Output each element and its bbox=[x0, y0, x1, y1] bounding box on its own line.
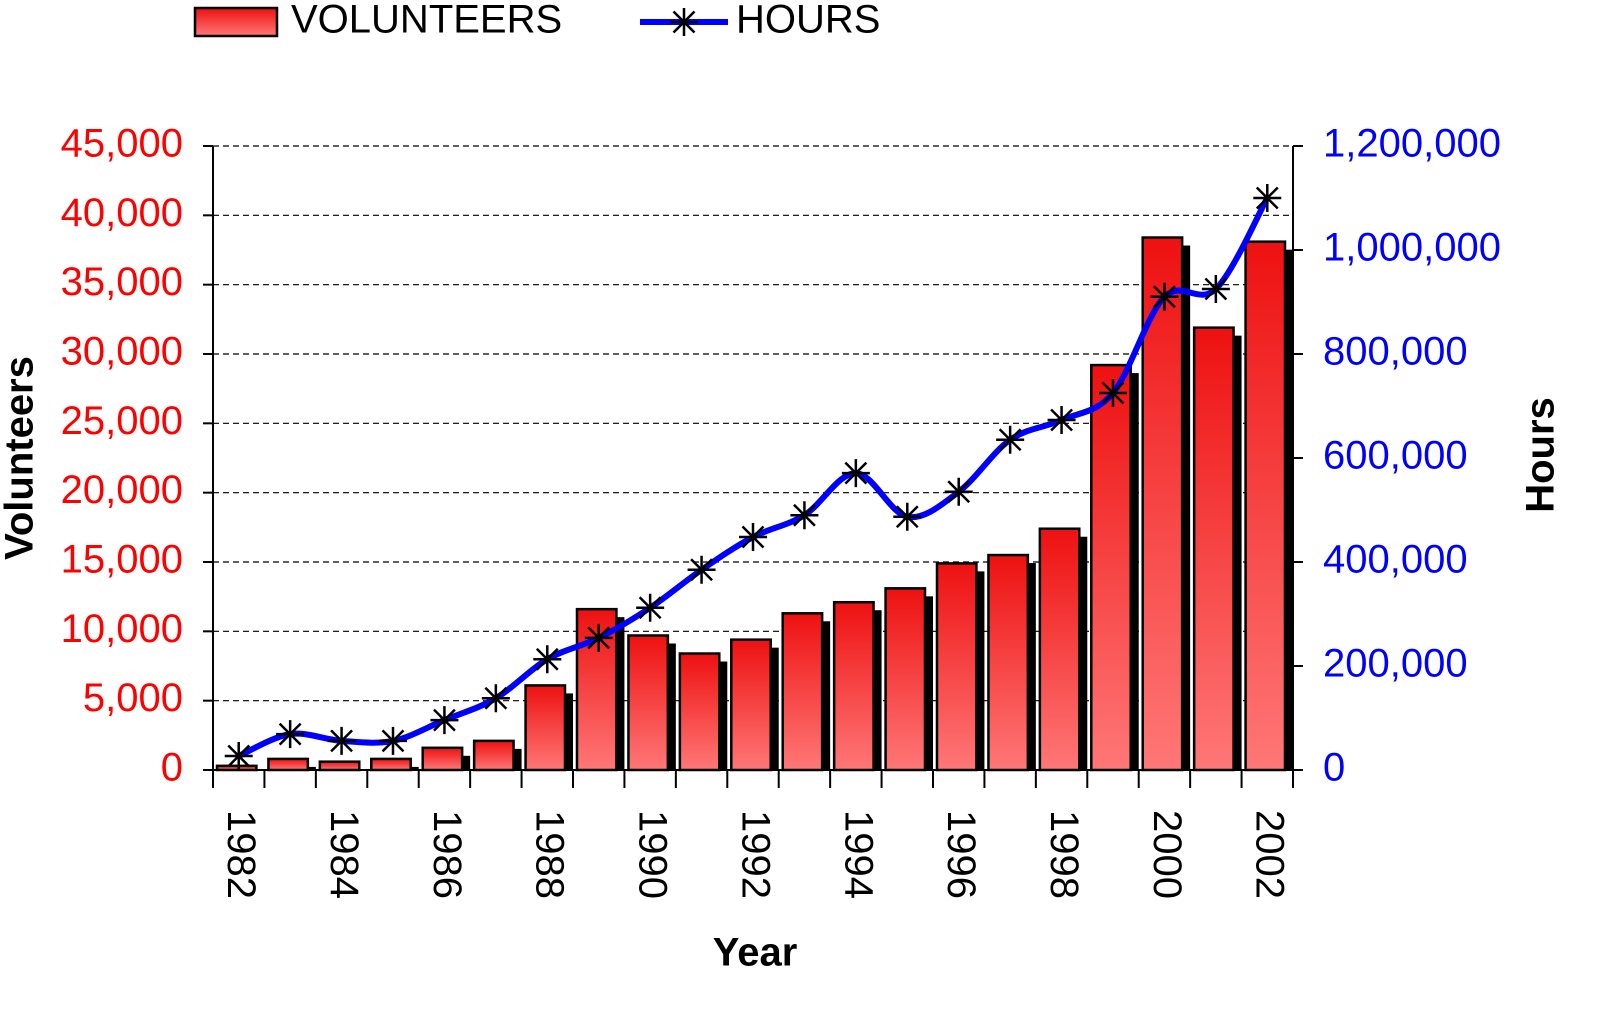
line-marker bbox=[739, 523, 767, 551]
x-tick-label: 1992 bbox=[733, 810, 777, 899]
y2-tick-label: 1,000,000 bbox=[1323, 226, 1501, 270]
line-marker bbox=[533, 645, 561, 673]
x-tick-label: 1998 bbox=[1042, 810, 1086, 899]
y2-tick-label: 600,000 bbox=[1323, 434, 1468, 478]
bar bbox=[1040, 529, 1079, 770]
bar bbox=[423, 748, 462, 770]
line-marker bbox=[225, 742, 253, 770]
x-tick-label: 2002 bbox=[1248, 810, 1292, 899]
line-marker bbox=[996, 426, 1024, 454]
y2-tick-label: 400,000 bbox=[1323, 538, 1468, 582]
line-marker bbox=[276, 720, 304, 748]
x-tick-label: 1988 bbox=[528, 810, 572, 899]
y-tick-label: 30,000 bbox=[61, 330, 183, 374]
y-tick-label: 25,000 bbox=[61, 399, 183, 443]
y2-tick-label: 1,200,000 bbox=[1323, 122, 1501, 166]
bar bbox=[1091, 365, 1130, 770]
line-marker bbox=[585, 624, 613, 652]
x-tick-label: 1982 bbox=[219, 810, 263, 899]
x-tick-label: 1984 bbox=[322, 810, 366, 899]
y2-tick-label: 800,000 bbox=[1323, 330, 1468, 374]
y-tick-label: 10,000 bbox=[61, 607, 183, 651]
bar bbox=[731, 640, 770, 770]
bar bbox=[371, 759, 410, 770]
line-marker bbox=[842, 459, 870, 487]
y-axis-title: Volunteers bbox=[0, 356, 42, 560]
x-tick-label: 1994 bbox=[836, 810, 880, 899]
y-tick-label: 15,000 bbox=[61, 538, 183, 582]
y-tick-label: 0 bbox=[161, 746, 183, 790]
line-marker bbox=[1253, 184, 1281, 212]
x-axis-title: Year bbox=[713, 931, 798, 975]
line-marker bbox=[328, 727, 356, 755]
bar bbox=[834, 602, 873, 770]
legend-swatch bbox=[195, 8, 277, 36]
bar bbox=[268, 759, 307, 770]
y-tick-label: 35,000 bbox=[61, 260, 183, 304]
line-marker bbox=[1048, 406, 1076, 434]
x-tick-label: 1996 bbox=[939, 810, 983, 899]
y2-axis-title: Hours bbox=[1519, 397, 1563, 513]
y-tick-label: 45,000 bbox=[61, 122, 183, 166]
legend-label: VOLUNTEERS bbox=[291, 0, 562, 42]
bar bbox=[783, 613, 822, 770]
bar bbox=[680, 654, 719, 770]
y2-tick-label: 200,000 bbox=[1323, 642, 1468, 686]
x-tick-label: 1986 bbox=[425, 810, 469, 899]
bar bbox=[526, 685, 565, 770]
bar bbox=[1246, 242, 1285, 770]
line-marker bbox=[636, 594, 664, 622]
bar bbox=[937, 563, 976, 770]
line-marker bbox=[945, 478, 973, 506]
line-marker bbox=[1099, 379, 1127, 407]
bar bbox=[886, 588, 925, 770]
line-marker bbox=[482, 684, 510, 712]
legend-marker bbox=[670, 8, 698, 36]
bar bbox=[474, 741, 513, 770]
y-tick-label: 5,000 bbox=[83, 676, 183, 720]
bar bbox=[628, 635, 667, 770]
x-tick-label: 2000 bbox=[1145, 810, 1189, 899]
line-marker bbox=[790, 501, 818, 529]
line-marker bbox=[1150, 283, 1178, 311]
line-marker bbox=[893, 503, 921, 531]
legend: VOLUNTEERS HOURS bbox=[195, 0, 880, 42]
legend-label: HOURS bbox=[736, 0, 880, 42]
line-marker bbox=[688, 556, 716, 584]
line-marker bbox=[430, 706, 458, 734]
y-tick-label: 20,000 bbox=[61, 468, 183, 512]
x-tick-label: 1990 bbox=[631, 810, 675, 899]
bar bbox=[988, 555, 1027, 770]
line-marker bbox=[1202, 275, 1230, 303]
bar bbox=[1194, 328, 1233, 770]
bar bbox=[320, 762, 359, 770]
line-marker bbox=[379, 727, 407, 755]
bars bbox=[217, 238, 1293, 770]
y2-tick-label: 0 bbox=[1323, 746, 1345, 790]
y-tick-label: 40,000 bbox=[61, 191, 183, 235]
